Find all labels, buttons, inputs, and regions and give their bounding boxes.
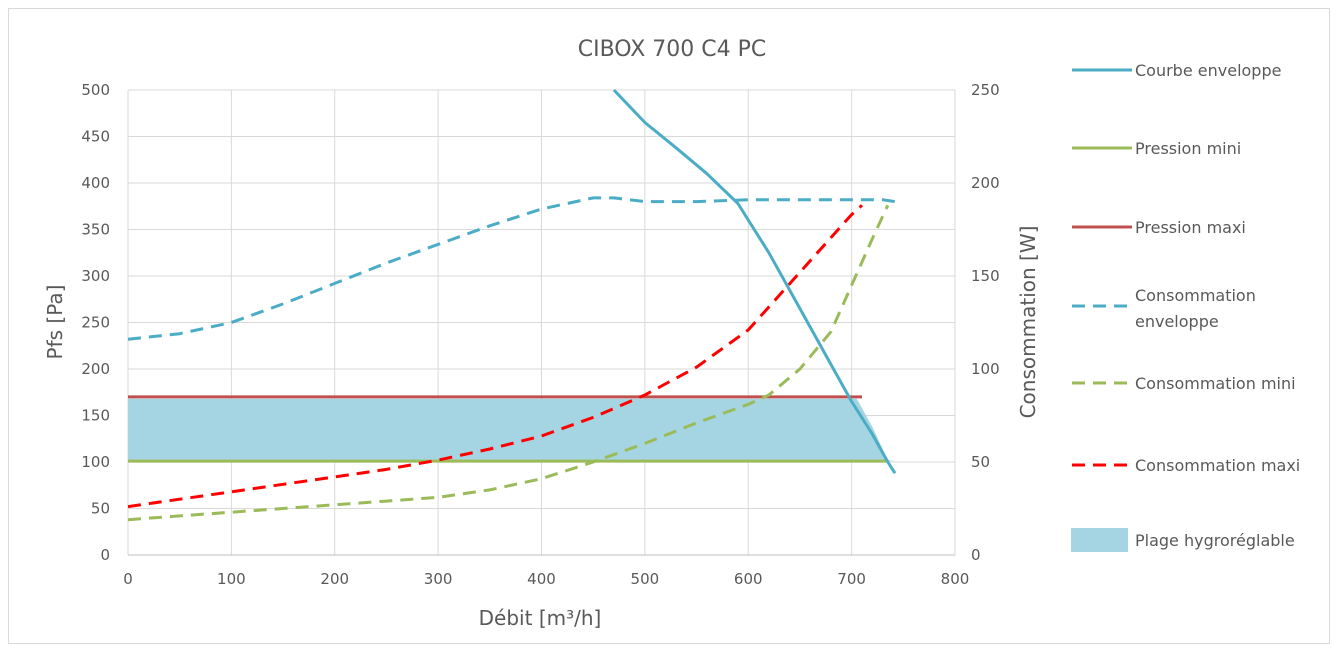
x-tick-label: 600 bbox=[734, 570, 763, 588]
x-tick-label: 700 bbox=[837, 570, 866, 588]
legend-label: Courbe enveloppe bbox=[1135, 61, 1281, 80]
legend-item-courbe-enveloppe: Courbe enveloppe bbox=[1072, 61, 1281, 80]
legend-label: Consommation mini bbox=[1135, 374, 1296, 393]
legend-label: Consommation bbox=[1135, 286, 1256, 305]
legend-item-consommation-maxi: Consommation maxi bbox=[1072, 456, 1300, 475]
x-tick-label: 800 bbox=[941, 570, 970, 588]
y2-axis-title: Consommation [W] bbox=[1016, 226, 1040, 419]
x-tick-label: 0 bbox=[123, 570, 133, 588]
y-tick-label: 350 bbox=[81, 221, 110, 239]
y-tick-label: 150 bbox=[81, 407, 110, 425]
legend: Courbe enveloppe Pression mini Pression ma… bbox=[1071, 61, 1300, 552]
series-line-courbe-enveloppe bbox=[612, 88, 897, 475]
legend-label: Consommation maxi bbox=[1135, 456, 1300, 475]
legend-item-consommation-mini: Consommation mini bbox=[1072, 374, 1296, 393]
y2-tick-label: 0 bbox=[971, 546, 981, 564]
y2-tick-label: 50 bbox=[971, 453, 990, 471]
legend-label: Plage hygroréglable bbox=[1135, 531, 1295, 550]
legend-label: Pression maxi bbox=[1135, 218, 1246, 237]
y2-tick-label: 150 bbox=[971, 267, 1000, 285]
y-tick-label: 500 bbox=[81, 81, 110, 99]
y-tick-label: 450 bbox=[81, 128, 110, 146]
y-tick-label: 200 bbox=[81, 360, 110, 378]
legend-swatch bbox=[1071, 528, 1128, 552]
x-axis-title: Débit [m³/h] bbox=[479, 606, 602, 630]
y-tick-label: 300 bbox=[81, 267, 110, 285]
series-line-consommation-maxi bbox=[127, 204, 863, 509]
x-tick-label: 300 bbox=[424, 570, 453, 588]
y-tick-label: 50 bbox=[91, 500, 110, 518]
band-plage-hygroreglable bbox=[128, 398, 895, 462]
legend-label: Pression mini bbox=[1135, 139, 1241, 158]
x-tick-label: 100 bbox=[217, 570, 246, 588]
chart-frame bbox=[8, 8, 1330, 644]
series-line-consommation-mini bbox=[127, 204, 890, 522]
series-layer bbox=[127, 88, 897, 522]
legend-item-pression-maxi: Pression maxi bbox=[1072, 218, 1246, 237]
y2-tick-label: 250 bbox=[971, 81, 1000, 99]
x-tick-label: 200 bbox=[320, 570, 349, 588]
grid-lines bbox=[127, 89, 956, 556]
legend-label: enveloppe bbox=[1135, 312, 1219, 331]
y-tick-label: 250 bbox=[81, 314, 110, 332]
y-tick-label: 100 bbox=[81, 453, 110, 471]
y-tick-label: 0 bbox=[100, 546, 110, 564]
chart-title: CIBOX 700 C4 PC bbox=[578, 37, 767, 62]
y2-tick-label: 100 bbox=[971, 360, 1000, 378]
legend-item-pression-mini: Pression mini bbox=[1072, 139, 1241, 158]
series-line-consommation-enveloppe bbox=[127, 196, 896, 341]
band-layer bbox=[128, 398, 895, 462]
x-tick-label: 400 bbox=[527, 570, 556, 588]
legend-item-plage-hygroréglable: Plage hygroréglable bbox=[1071, 528, 1295, 552]
y-tick-label: 400 bbox=[81, 174, 110, 192]
legend-item-consommation-enveloppe: Consommation enveloppe bbox=[1072, 286, 1256, 331]
y-axis-title: Pfs [Pa] bbox=[43, 285, 67, 360]
y2-tick-label: 200 bbox=[971, 174, 1000, 192]
x-tick-label: 500 bbox=[631, 570, 660, 588]
